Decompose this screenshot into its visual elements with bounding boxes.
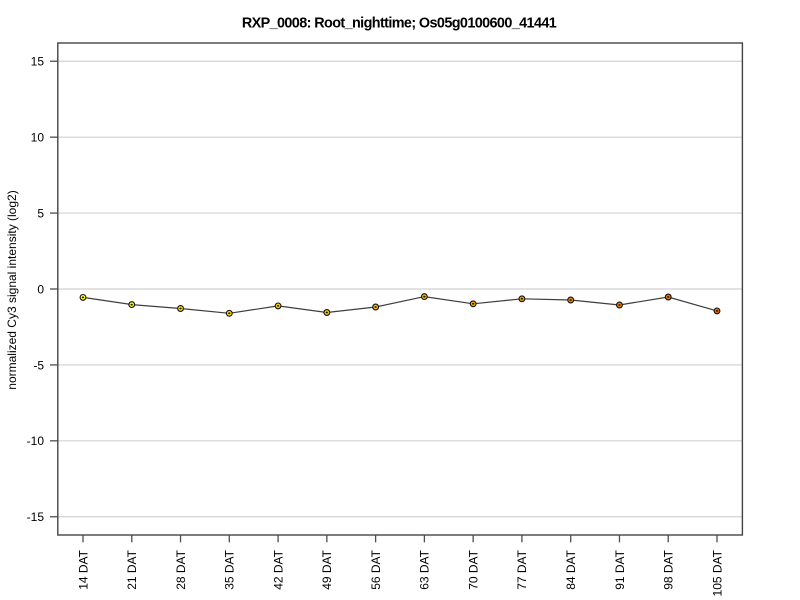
svg-text:-5: -5 xyxy=(33,358,44,372)
svg-text:15: 15 xyxy=(31,55,45,69)
svg-text:84 DAT: 84 DAT xyxy=(564,549,578,589)
svg-text:28 DAT: 28 DAT xyxy=(174,549,188,589)
svg-text:98 DAT: 98 DAT xyxy=(662,549,676,589)
svg-text:0: 0 xyxy=(37,282,44,296)
svg-text:RXP_0008: Root_nighttime; Os05: RXP_0008: Root_nighttime; Os05g0100600_4… xyxy=(242,15,557,31)
svg-text:35 DAT: 35 DAT xyxy=(223,549,237,589)
svg-text:70 DAT: 70 DAT xyxy=(466,549,480,589)
svg-text:42 DAT: 42 DAT xyxy=(271,549,285,589)
svg-text:10: 10 xyxy=(31,131,45,145)
svg-text:21 DAT: 21 DAT xyxy=(125,549,139,589)
svg-text:5: 5 xyxy=(37,206,44,220)
svg-text:63 DAT: 63 DAT xyxy=(418,549,432,589)
svg-text:77 DAT: 77 DAT xyxy=(515,549,529,589)
svg-text:91 DAT: 91 DAT xyxy=(613,549,627,589)
svg-text:49 DAT: 49 DAT xyxy=(320,549,334,589)
svg-text:14 DAT: 14 DAT xyxy=(76,549,90,589)
svg-text:normalized Cy3 signal intensit: normalized Cy3 signal intensity (log2) xyxy=(5,190,19,389)
svg-text:56 DAT: 56 DAT xyxy=(369,549,383,589)
svg-text:-10: -10 xyxy=(27,434,45,448)
svg-text:-15: -15 xyxy=(27,510,45,524)
svg-text:105 DAT: 105 DAT xyxy=(710,549,724,596)
